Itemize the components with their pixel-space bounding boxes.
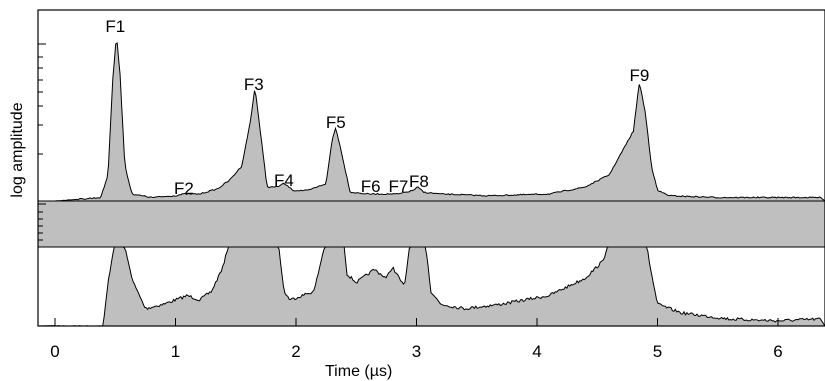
peak-label: F6	[361, 177, 381, 196]
peak-label: F2	[174, 179, 194, 198]
x-axis-ticks: 0 1 2 3 4 5 6	[50, 318, 783, 361]
x-tick-label: 3	[412, 342, 421, 361]
y-axis-label: log amplitude	[9, 102, 26, 197]
peak-label: F4	[274, 171, 294, 190]
peak-label: F8	[409, 172, 429, 191]
x-axis-label: Time (µs)	[325, 363, 392, 380]
peak-labels: F1 F2 F3 F4 F5 F6 F7 F8 F9	[105, 17, 649, 198]
x-tick-label: 2	[291, 342, 300, 361]
x-tick-label: 6	[773, 342, 782, 361]
peak-label: F1	[105, 17, 125, 36]
lower-series-area	[37, 246, 825, 327]
x-tick-label: 5	[653, 342, 662, 361]
upper-series-area	[38, 42, 825, 202]
x-tick-label: 0	[50, 342, 59, 361]
lower-panel-area	[37, 246, 825, 327]
peak-label: F9	[630, 66, 650, 85]
y-minor-ticks	[38, 43, 46, 241]
peak-label: F7	[389, 177, 409, 196]
peak-label: F5	[326, 113, 346, 132]
peak-label: F3	[244, 75, 264, 94]
upper-panel-area	[38, 42, 825, 202]
log-band	[38, 201, 825, 248]
x-tick-label: 4	[532, 342, 541, 361]
x-tick-label: 1	[171, 342, 180, 361]
plot-frame	[37, 9, 825, 327]
band-fill	[38, 201, 825, 247]
